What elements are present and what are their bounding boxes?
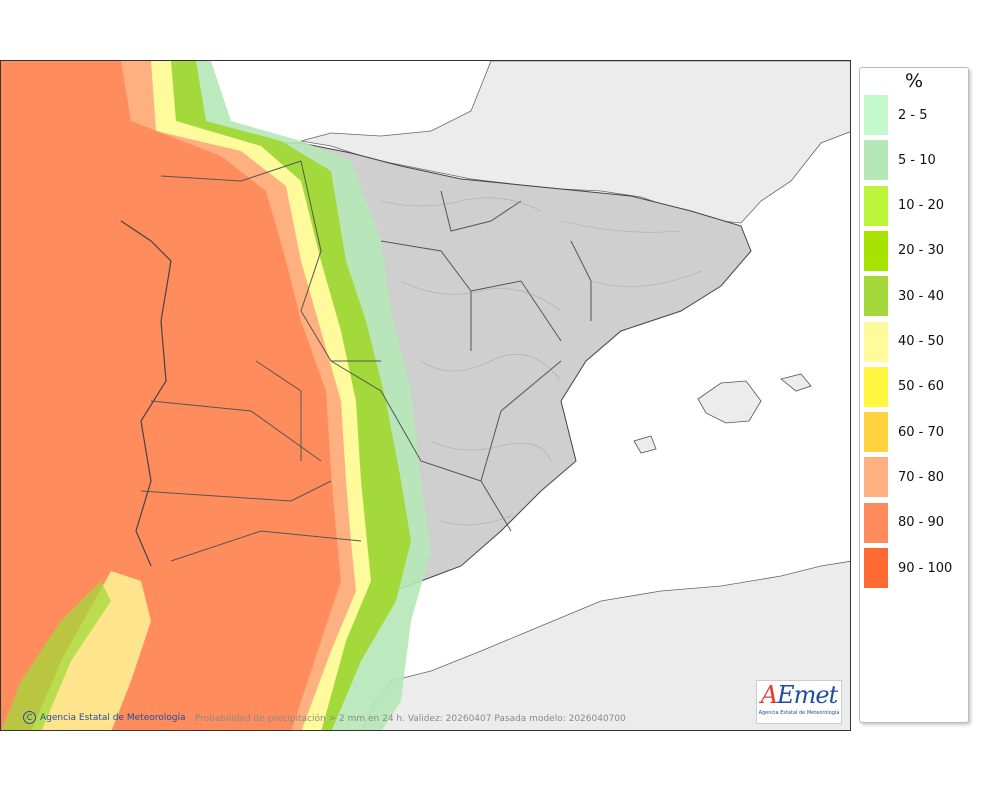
legend-swatch [864, 276, 888, 317]
legend-label: 80 - 90 [898, 515, 945, 531]
legend-item: 40 - 50 [864, 321, 944, 363]
legend-swatch [864, 230, 888, 271]
legend-swatch [864, 412, 888, 453]
menorca [780, 373, 812, 392]
legend-swatch [864, 548, 888, 588]
legend-item: 20 - 30 [864, 230, 944, 272]
legend-item: 30 - 40 [864, 275, 944, 317]
portugal-border [120, 220, 172, 567]
legend-label: 5 - 10 [898, 152, 936, 168]
prob-band-sw-coast-green [1, 581, 111, 730]
legend-label: 30 - 40 [898, 288, 945, 304]
france-landmass [300, 61, 850, 224]
logo-subtitle: Agencia Estatal de Meteorología [758, 710, 840, 716]
legend-item: 10 - 20 [864, 185, 944, 227]
credit-text: Agencia Estatal de Meteorología [40, 712, 186, 723]
legend-label: 2 - 5 [898, 107, 928, 123]
aemet-logo: AEmet Agencia Estatal de Meteorología [756, 680, 842, 724]
legend-item: 90 - 100 [864, 547, 952, 589]
legend-swatch [864, 185, 888, 226]
africa-landmass [361, 560, 850, 730]
legend-swatch [864, 140, 888, 181]
legend-item: 2 - 5 [864, 94, 928, 136]
legend-label: 10 - 20 [898, 198, 945, 214]
footer-credit: C Agencia Estatal de Meteorología [23, 711, 186, 724]
copyright-icon: C [23, 711, 36, 724]
ibiza [633, 435, 657, 454]
legend-swatch [864, 457, 888, 498]
legend-label: 20 - 30 [898, 243, 945, 259]
legend-swatch [864, 321, 888, 362]
map-caption: Probabilidad de precipitación > 2 mm en … [195, 714, 626, 724]
legend-swatch [864, 366, 888, 407]
legend-unit: % [904, 70, 924, 92]
legend-label: 40 - 50 [898, 334, 945, 349]
legend-swatch [864, 502, 888, 543]
logo-letter-e: E [777, 681, 795, 709]
logo-letter-a: A [760, 681, 778, 709]
legend-label: 60 - 70 [898, 424, 945, 440]
legend-label: 90 - 100 [898, 560, 953, 576]
legend-item: 50 - 60 [864, 366, 944, 408]
legend-panel: % 2 - 5 5 - 10 10 - 20 20 - 30 30 - 40 40 - 5… [859, 67, 969, 723]
mallorca [697, 380, 762, 424]
relief-texture [380, 197, 702, 526]
legend-swatch [864, 95, 888, 135]
prob-band-80-90 [1, 61, 341, 730]
map-canvas [1, 61, 850, 730]
legend-item: 60 - 70 [864, 411, 944, 453]
legend-item: 70 - 80 [864, 456, 944, 498]
prob-band-sw-coast [31, 571, 151, 730]
logo-word-rest: met [793, 681, 839, 709]
legend-label: 50 - 60 [898, 379, 945, 395]
legend-item: 80 - 90 [864, 502, 944, 544]
legend-label: 70 - 80 [898, 469, 945, 485]
legend-item: 5 - 10 [864, 139, 936, 181]
precipitation-probability-map: C Agencia Estatal de Meteorología Probab… [0, 60, 851, 731]
